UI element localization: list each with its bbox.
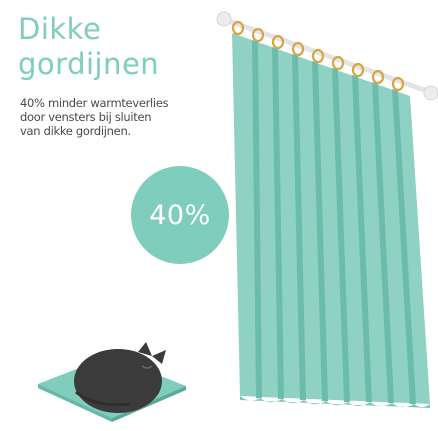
sleeping-cat-icon <box>74 342 166 413</box>
title-line: Dikke <box>18 12 102 46</box>
description-line: 40% minder warmteverlies <box>20 96 169 110</box>
curtain-rod-icon <box>216 11 438 101</box>
curtain-icon <box>232 33 430 408</box>
page-title: Dikke gordijnen <box>18 12 159 82</box>
description: 40% minder warmteverlies door vensters b… <box>20 96 230 138</box>
description-line: door vensters bij sluiten <box>20 110 152 124</box>
title-line: gordijnen <box>18 47 160 81</box>
curtain-rings-icon <box>231 20 405 92</box>
description-line: van dikke gordijnen. <box>20 124 131 138</box>
percentage-label: 40% <box>149 199 211 231</box>
percentage-badge: 40% <box>131 166 229 264</box>
